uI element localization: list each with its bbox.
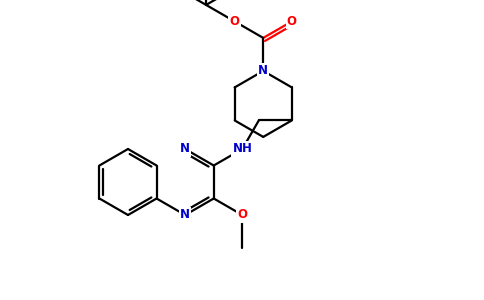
Text: O: O xyxy=(237,208,247,221)
Text: O: O xyxy=(229,15,240,28)
Text: N: N xyxy=(180,208,190,221)
Text: O: O xyxy=(287,15,297,28)
Text: NH: NH xyxy=(232,142,252,155)
Text: N: N xyxy=(258,64,268,77)
Text: N: N xyxy=(180,142,190,155)
